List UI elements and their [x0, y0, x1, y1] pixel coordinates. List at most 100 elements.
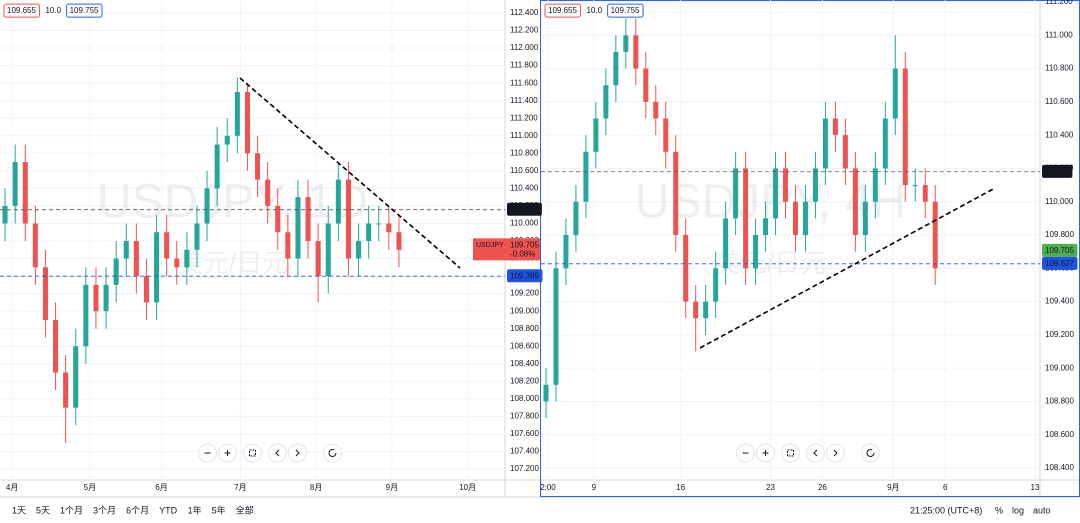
- candle-body: [663, 118, 669, 152]
- range-button[interactable]: 1个月: [60, 505, 83, 515]
- y-tick-label: 111.400: [510, 96, 538, 105]
- candle-body: [673, 151, 679, 236]
- x-tick-label: 9月: [386, 483, 398, 492]
- x-tick-label: 9月: [887, 483, 899, 492]
- y-tick-label: 110.800: [510, 148, 539, 157]
- x-tick-label: 26: [818, 483, 827, 492]
- y-tick-label: 108.200: [510, 376, 539, 385]
- x-tick-label: 5月: [84, 483, 96, 492]
- price-label-box: [1042, 164, 1073, 178]
- candle-body: [643, 68, 649, 102]
- candle-body: [563, 235, 569, 269]
- y-tick-label: 110.400: [510, 183, 539, 192]
- y-tick-label: 107.600: [510, 429, 539, 438]
- nav-button[interactable]: [268, 443, 287, 463]
- candle-body: [653, 101, 659, 119]
- range-button[interactable]: 1天: [12, 505, 26, 515]
- y-tick-label: 111.200: [510, 113, 538, 122]
- candle-body: [194, 223, 200, 250]
- ask-box: [66, 3, 103, 18]
- range-button[interactable]: 6个月: [126, 505, 149, 515]
- x-tick-label: 23: [766, 483, 775, 492]
- candle-body: [882, 118, 888, 169]
- watermark: USDJPY, 1D: [97, 176, 368, 229]
- y-tick-label: 107.800: [510, 412, 539, 421]
- toolbar-option[interactable]: %: [995, 505, 1003, 515]
- candle-body: [753, 235, 759, 269]
- spread: 10.0: [45, 6, 61, 15]
- candle-body: [396, 232, 402, 250]
- y-tick-label: 108.400: [510, 359, 539, 368]
- nav-icon: [787, 449, 794, 457]
- y-tick-label: 107.400: [510, 447, 539, 456]
- y-tick-label: 107.200: [510, 464, 539, 473]
- candle-body: [743, 168, 749, 269]
- candle-body: [113, 258, 119, 285]
- candle-body: [773, 168, 779, 219]
- range-button[interactable]: 全部: [236, 504, 254, 515]
- candle-body: [703, 301, 709, 319]
- range-button[interactable]: 3个月: [93, 505, 116, 515]
- toolbar-option[interactable]: auto: [1033, 505, 1051, 515]
- candle-body: [143, 276, 149, 303]
- candle-body: [275, 205, 281, 233]
- watermark-subtitle: 美元/日元: [715, 248, 826, 278]
- nav-icon: [328, 449, 337, 457]
- x-tick-label: 2:00: [540, 483, 556, 492]
- bid: 109.655: [548, 6, 577, 15]
- candle-body: [32, 223, 38, 268]
- nav-icon: [249, 449, 256, 457]
- y-tick-label: 110.000: [510, 219, 539, 228]
- candle-body: [902, 68, 908, 186]
- candle-body: [812, 168, 818, 202]
- nav-button[interactable]: [243, 443, 262, 463]
- candle-body: [683, 235, 689, 302]
- nav-button[interactable]: [323, 443, 342, 463]
- ask-box: [607, 3, 644, 18]
- y-tick-label: 109.000: [510, 306, 539, 315]
- y-tick-label: 108.400: [1045, 463, 1074, 472]
- candle-body: [244, 91, 250, 154]
- nav-icon: [833, 449, 838, 457]
- nav-button[interactable]: [826, 443, 845, 463]
- candle-body: [872, 168, 878, 202]
- y-tick-label: 112.400: [510, 8, 539, 17]
- candle-body: [305, 197, 311, 242]
- candle-body: [553, 268, 559, 385]
- nav-icon: [275, 449, 280, 457]
- price-label-box: [1042, 243, 1078, 257]
- y-tick-label: 108.600: [510, 341, 539, 350]
- range-button[interactable]: 5天: [36, 505, 50, 515]
- candle-body: [224, 135, 230, 145]
- y-tick-label: 110.000: [1045, 197, 1074, 206]
- nav-button[interactable]: [806, 443, 825, 463]
- candle-body: [693, 301, 699, 319]
- nav-button[interactable]: [861, 443, 880, 463]
- candle-body: [573, 201, 579, 236]
- candle-body: [842, 135, 848, 169]
- nav-icon: [866, 449, 875, 457]
- y-tick-label: 110.400: [1045, 130, 1074, 139]
- nav-button[interactable]: [288, 443, 307, 463]
- nav-button[interactable]: [781, 443, 800, 463]
- candle-body: [63, 372, 69, 408]
- candle-body: [2, 205, 8, 224]
- toolbar-option[interactable]: log: [1012, 505, 1024, 515]
- bid: 109.655: [7, 6, 36, 15]
- candle-body: [184, 249, 190, 268]
- range-button[interactable]: 5年: [212, 504, 226, 515]
- candle-body: [932, 201, 938, 269]
- candle-body: [214, 144, 220, 189]
- y-tick-label: 108.800: [1045, 397, 1074, 406]
- price-label: 109.627: [1045, 259, 1074, 268]
- y-tick-label: 112.200: [510, 26, 539, 35]
- candle-body: [723, 218, 729, 269]
- x-tick-label: 10月: [459, 483, 476, 492]
- range-button[interactable]: YTD: [159, 505, 178, 515]
- candle-body: [386, 223, 392, 233]
- price-label: 110.157: [510, 205, 539, 214]
- y-tick-label: 109.200: [510, 289, 539, 298]
- candle-body: [12, 162, 18, 206]
- range-button[interactable]: 1年: [188, 504, 202, 515]
- nav-icon: [813, 449, 818, 457]
